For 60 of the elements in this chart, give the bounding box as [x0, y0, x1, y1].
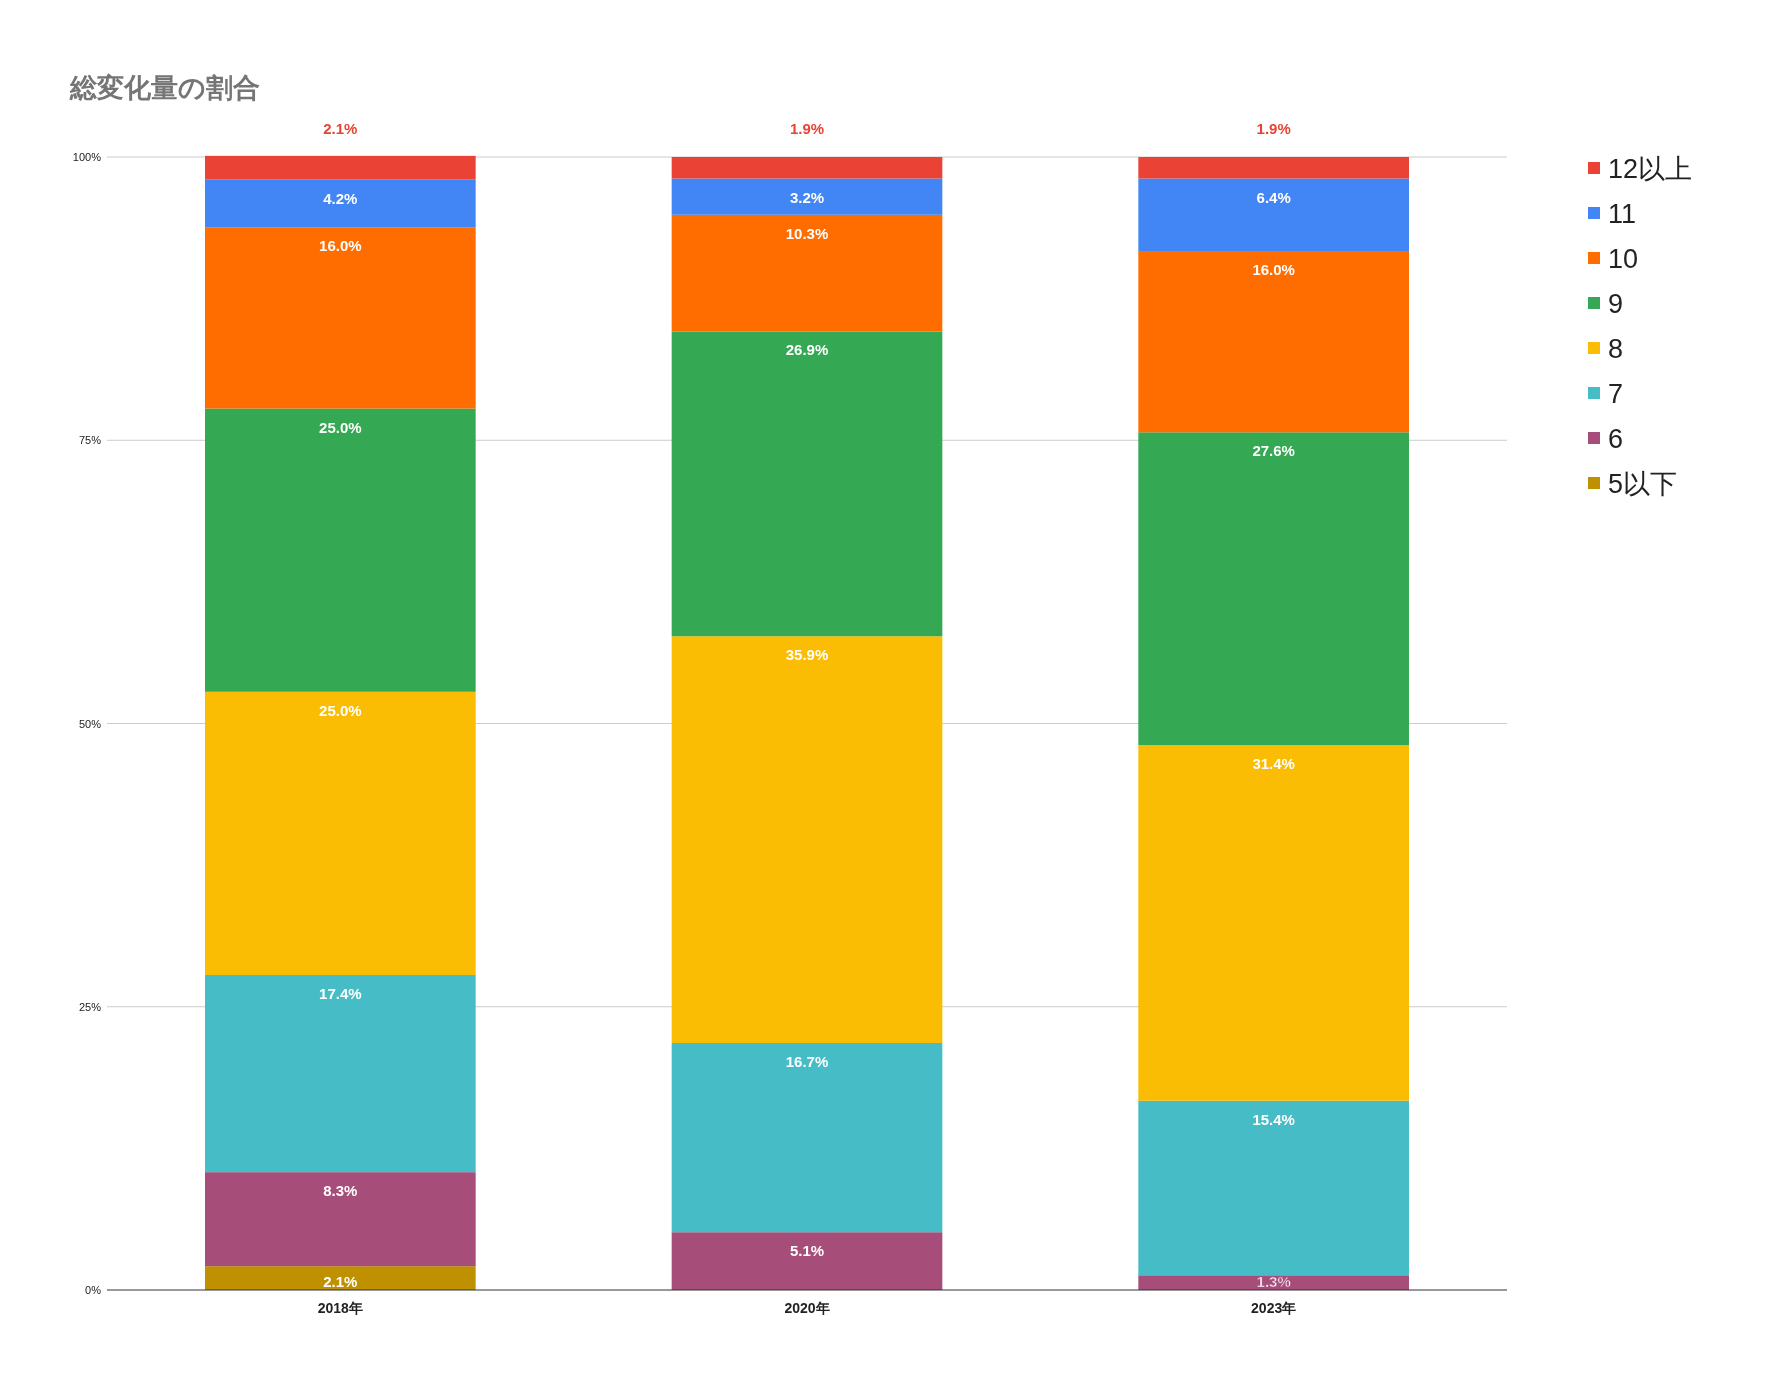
y-tick-label: 75%	[78, 434, 102, 447]
data-label: 25.0%	[319, 418, 362, 436]
data-label: 25.0%	[319, 701, 362, 719]
data-label: 26.9%	[785, 341, 829, 359]
data-label: 5.1%	[789, 1242, 825, 1260]
y-tick-label: 0%	[85, 1284, 102, 1296]
bar	[671, 1043, 943, 1233]
bar	[671, 157, 943, 179]
bar	[671, 636, 943, 1044]
data-label: 1.9%	[1256, 120, 1291, 137]
data-label: 3.2%	[789, 188, 825, 206]
legend-label: 10	[1608, 244, 1639, 274]
bar	[1138, 251, 1409, 433]
data-label: 10.3%	[785, 224, 829, 242]
data-label: 27.6%	[1252, 442, 1295, 460]
data-label: 17.4%	[319, 985, 362, 1003]
bar	[1138, 178, 1409, 252]
data-label: 35.9%	[785, 646, 829, 664]
bar	[671, 178, 943, 215]
data-label: 16.0%	[1252, 261, 1295, 279]
bar	[1138, 1100, 1409, 1276]
legend-label: 9	[1608, 289, 1624, 319]
x-tick-label: 2018年	[317, 1300, 363, 1316]
data-label: 2.1%	[323, 1273, 358, 1290]
y-tick-label: 25%	[78, 1000, 102, 1013]
bar	[205, 1172, 476, 1267]
bar	[671, 214, 943, 332]
bar	[1138, 432, 1409, 746]
legend-label: 11	[1608, 199, 1637, 229]
y-tick-label: 100%	[72, 151, 102, 163]
legend-label: 8	[1608, 334, 1624, 364]
data-label: 15.4%	[1252, 1110, 1295, 1128]
bar	[205, 975, 476, 1173]
bar	[205, 1266, 476, 1290]
y-tick-label: 50%	[78, 717, 102, 730]
bar	[205, 155, 476, 180]
data-label: 4.2%	[323, 189, 358, 207]
legend-label: 6	[1608, 424, 1624, 454]
data-label: 16.7%	[785, 1053, 829, 1071]
data-label: 1.3%	[1256, 1273, 1291, 1290]
data-label: 1.9%	[789, 120, 825, 137]
bar	[205, 408, 476, 692]
legend-label: 12以上	[1608, 154, 1693, 184]
bar	[205, 179, 476, 228]
x-tick-label: 2023年	[1251, 1300, 1297, 1316]
legend-label: 7	[1608, 379, 1624, 409]
bar	[1138, 745, 1409, 1101]
legend-label: 5以下	[1608, 469, 1678, 499]
bar	[205, 227, 476, 409]
bar	[671, 331, 943, 637]
data-label: 16.0%	[319, 237, 362, 255]
data-label: 2.1%	[323, 120, 358, 137]
x-tick-label: 2020年	[784, 1300, 830, 1316]
data-label: 6.4%	[1256, 188, 1291, 206]
bar	[205, 691, 476, 976]
bar	[671, 1232, 943, 1290]
bar	[1138, 157, 1409, 179]
data-label: 8.3%	[323, 1182, 358, 1200]
chart-title: 総変化量の割合	[69, 73, 260, 103]
data-label: 31.4%	[1252, 755, 1295, 773]
